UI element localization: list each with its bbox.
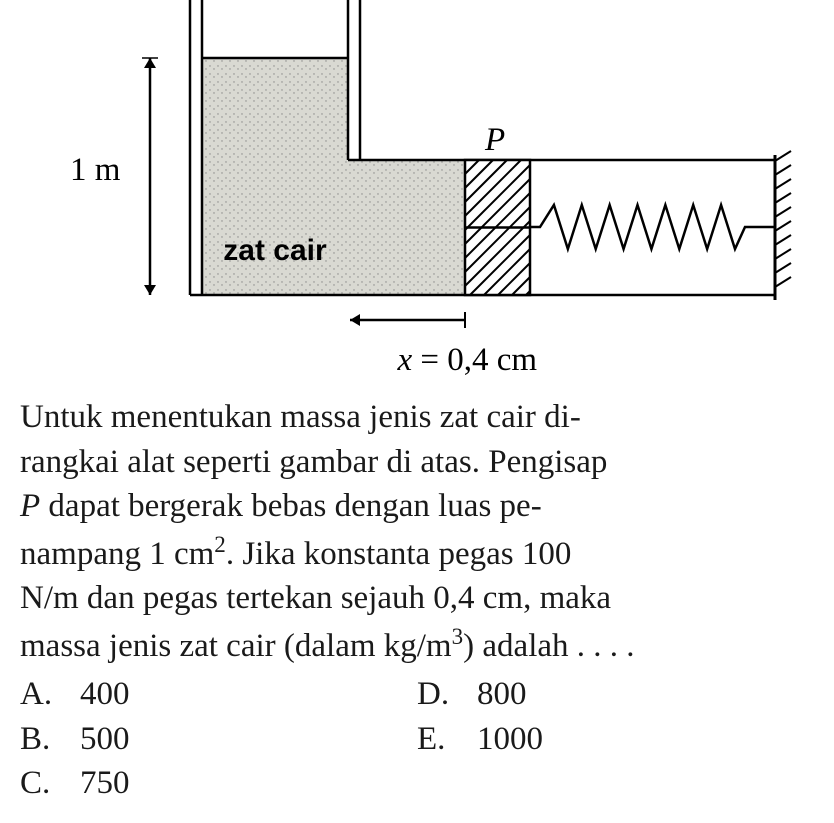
problem-line-3: dapat bergerak bebas dengan luas pe- xyxy=(40,488,542,524)
superscript-2: 2 xyxy=(214,531,226,557)
option-A: A. 400 xyxy=(20,672,417,717)
option-C-letter: C. xyxy=(20,761,80,806)
option-row-3: C. 750 xyxy=(20,761,814,806)
option-row-1: A. 400 D. 800 xyxy=(20,672,814,717)
problem-statement: Untuk menentukan massa jenis zat cair di… xyxy=(0,395,834,668)
option-E: E. 1000 xyxy=(417,717,814,762)
option-C: C. 750 xyxy=(20,761,417,806)
svg-text:x = 0,4 cm: x = 0,4 cm xyxy=(397,342,538,378)
problem-line-4a: nampang 1 cm xyxy=(20,536,214,572)
problem-line-5: N/m dan pegas tertekan sejauh 0,4 cm, ma… xyxy=(20,580,611,616)
problem-line-2: rangkai alat seperti gambar di atas. Pen… xyxy=(20,444,607,480)
option-B-letter: B. xyxy=(20,717,80,762)
option-A-value: 400 xyxy=(80,672,130,717)
problem-line-4b: . Jika konstanta pegas 100 xyxy=(226,536,572,572)
option-C-value: 750 xyxy=(80,761,130,806)
problem-P-symbol: P xyxy=(20,488,40,524)
option-D-value: 800 xyxy=(477,672,527,717)
option-D: D. 800 xyxy=(417,672,814,717)
svg-text:P: P xyxy=(484,122,505,158)
option-row-2: B. 500 E. 1000 xyxy=(20,717,814,762)
svg-text:1 m: 1 m xyxy=(70,152,121,188)
option-B: B. 500 xyxy=(20,717,417,762)
physics-diagram: 1 m zat cair Px = 0,4 cm xyxy=(0,0,834,395)
option-A-letter: A. xyxy=(20,672,80,717)
answer-options: A. 400 D. 800 B. 500 E. 1000 C. 750 xyxy=(0,668,834,806)
svg-text:zat cair: zat cair xyxy=(223,234,327,267)
option-B-value: 500 xyxy=(80,717,130,762)
superscript-3: 3 xyxy=(452,623,464,649)
problem-line-6a: massa jenis zat cair (dalam kg/m xyxy=(20,628,452,664)
option-D-letter: D. xyxy=(417,672,477,717)
diagram-container: 1 m zat cair Px = 0,4 cm xyxy=(0,0,834,395)
problem-line-6b: ) adalah . . . . xyxy=(463,628,634,664)
problem-line-1: Untuk menentukan massa jenis zat cair di… xyxy=(20,399,581,435)
option-E-value: 1000 xyxy=(477,717,543,762)
option-E-letter: E. xyxy=(417,717,477,762)
